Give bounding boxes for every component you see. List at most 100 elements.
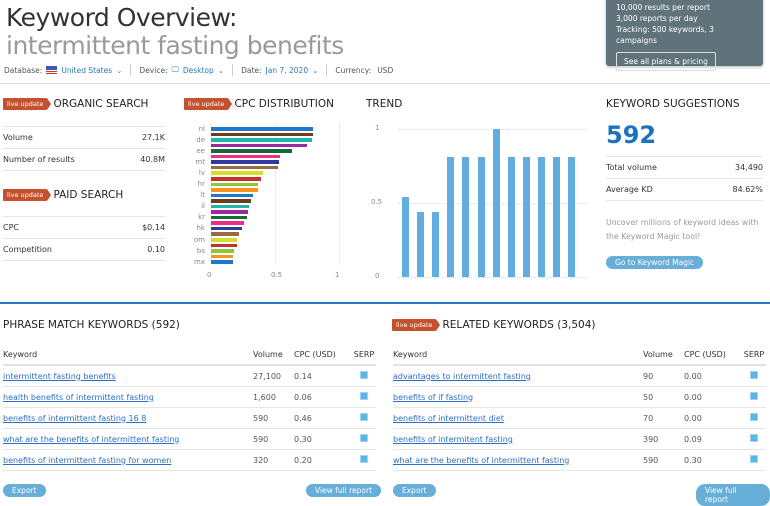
cpc-bar[interactable] <box>211 182 259 187</box>
live-update-badge: live update <box>3 189 52 201</box>
cpc-bar[interactable] <box>211 215 247 220</box>
cpc-bar[interactable] <box>211 221 245 225</box>
phrase-match-section: PHRASE MATCH KEYWORDS (592) Keyword Volum… <box>3 318 376 471</box>
cpc-bar[interactable] <box>211 176 261 181</box>
database-label: Database: <box>4 65 43 75</box>
cpc-bar[interactable] <box>211 154 281 159</box>
serp-icon[interactable] <box>360 434 368 442</box>
keyword-link[interactable]: benefits of intermittent diet <box>393 413 504 423</box>
keyword-link[interactable]: intermittent fasting benefits <box>3 371 116 381</box>
cpc-cell: 0.14 <box>294 371 312 381</box>
cpc-bar[interactable] <box>211 171 264 175</box>
trend-bar[interactable] <box>537 157 545 277</box>
cpc-bar[interactable] <box>211 165 278 170</box>
serp-cell <box>742 434 766 444</box>
keyword-link[interactable]: advantages to intermittent fasting <box>393 371 531 381</box>
database-select[interactable]: United States <box>61 65 113 75</box>
country-label: om <box>193 235 205 244</box>
table-row: benefits of if fasting 50 0.00 <box>393 387 766 408</box>
device-label: Device: <box>139 65 168 75</box>
trend-bar[interactable] <box>553 157 560 277</box>
export-button[interactable]: Export <box>393 484 436 497</box>
cpc-bar[interactable] <box>211 132 314 137</box>
trend-bar[interactable] <box>507 157 515 277</box>
serp-icon[interactable] <box>750 371 758 379</box>
cpc-bar[interactable] <box>211 243 237 248</box>
cpc-bar[interactable] <box>211 254 233 259</box>
column-header[interactable]: Keyword <box>393 349 428 359</box>
cpc-bar[interactable] <box>211 204 250 209</box>
column-header[interactable]: Keyword <box>3 349 38 359</box>
country-label: lt <box>200 191 205 200</box>
cpc-bar[interactable] <box>211 226 242 231</box>
stat-value: 40.8M <box>140 155 165 164</box>
keyword-link[interactable]: health benefits of intermittent fasting <box>3 392 154 402</box>
trend-bar[interactable] <box>492 129 500 277</box>
serp-icon[interactable] <box>750 392 758 400</box>
cpc-bar[interactable] <box>211 149 292 153</box>
cpc-bar[interactable] <box>211 143 307 148</box>
trend-bar[interactable] <box>522 157 530 277</box>
cpc-bar[interactable] <box>211 160 279 164</box>
trend-bar[interactable] <box>417 211 425 277</box>
serp-icon[interactable] <box>750 455 758 463</box>
cpc-cell: 0.30 <box>294 434 312 444</box>
keyword-link[interactable]: benefits of if fasting <box>393 392 474 402</box>
serp-icon[interactable] <box>360 371 368 379</box>
suggestions-count[interactable]: 592 <box>606 121 657 149</box>
go-to-keyword-magic-button[interactable]: Go to Keyword Magic <box>606 256 704 269</box>
serp-cell <box>742 392 766 402</box>
date-select[interactable]: Jan 7, 2020 <box>265 65 309 75</box>
cpc-bar[interactable] <box>211 193 254 198</box>
column-header[interactable]: CPC (USD) <box>684 349 726 359</box>
see-plans-button[interactable]: See all plans & pricing <box>616 52 716 71</box>
serp-icon[interactable] <box>360 413 368 421</box>
paid-search-header: live update PAID SEARCH <box>3 189 123 201</box>
view-full-report-button[interactable]: View full report <box>306 484 382 497</box>
serp-icon[interactable] <box>750 413 758 421</box>
column-header[interactable]: SERP <box>353 349 375 359</box>
cpc-bar[interactable] <box>211 138 313 142</box>
cpc-bar[interactable] <box>211 260 233 264</box>
trend-bar[interactable] <box>477 157 485 277</box>
column-header[interactable]: Volume <box>643 349 673 359</box>
serp-icon[interactable] <box>360 392 368 400</box>
cpc-bar[interactable] <box>211 232 240 237</box>
cpc-bar[interactable] <box>211 199 251 203</box>
trend-bar[interactable] <box>568 157 576 277</box>
trend-bar[interactable] <box>462 157 470 277</box>
keyword-link[interactable]: benefits of intermittent fasting for wom… <box>3 455 172 465</box>
filter-bar: Database: United States ⌄ Device: 🖵 Desktop ⌄… <box>4 64 393 76</box>
gridline <box>275 124 276 266</box>
export-button[interactable]: Export <box>3 484 46 497</box>
keyword-link[interactable]: benefits of intermittent fasting 16 8 <box>3 413 147 423</box>
view-full-report-button[interactable]: View full report <box>696 484 770 506</box>
keyword-link[interactable]: benefits of intermitent fasting <box>393 434 513 444</box>
trend-bar[interactable] <box>402 197 409 277</box>
stat-row: Average KD 84.62% <box>606 179 763 201</box>
trend-bar[interactable] <box>447 157 455 277</box>
keyword-link[interactable]: what are the benefits of intermittent fa… <box>3 434 180 444</box>
cpc-bar[interactable] <box>211 238 237 242</box>
trend-bar[interactable] <box>432 211 440 277</box>
currency-label: Currency: <box>335 65 372 75</box>
table-row: advantages to intermittent fasting 90 0.00 <box>393 366 766 387</box>
country-label: ee <box>196 146 205 155</box>
cpc-bar[interactable] <box>211 210 249 214</box>
us-flag-icon <box>46 66 58 74</box>
live-update-badge: live update <box>3 98 52 110</box>
device-select[interactable]: Desktop <box>182 65 214 75</box>
cpc-bar[interactable] <box>211 249 235 253</box>
keyword-link[interactable]: what are the benefits of intermittent fa… <box>393 455 570 465</box>
table-row: benefits of intermittent fasting for wom… <box>3 450 376 471</box>
country-label: kr <box>198 213 205 222</box>
column-header[interactable]: Volume <box>253 349 283 359</box>
column-header[interactable]: CPC (USD) <box>294 349 336 359</box>
column-header[interactable]: SERP <box>743 349 765 359</box>
title-prefix: Keyword Overview: <box>6 3 237 32</box>
cpc-bar[interactable] <box>211 127 314 131</box>
cpc-bar[interactable] <box>211 188 259 192</box>
table-header: Keyword Volume CPC (USD) SERP <box>3 344 376 366</box>
serp-icon[interactable] <box>750 434 758 442</box>
serp-icon[interactable] <box>360 455 368 463</box>
